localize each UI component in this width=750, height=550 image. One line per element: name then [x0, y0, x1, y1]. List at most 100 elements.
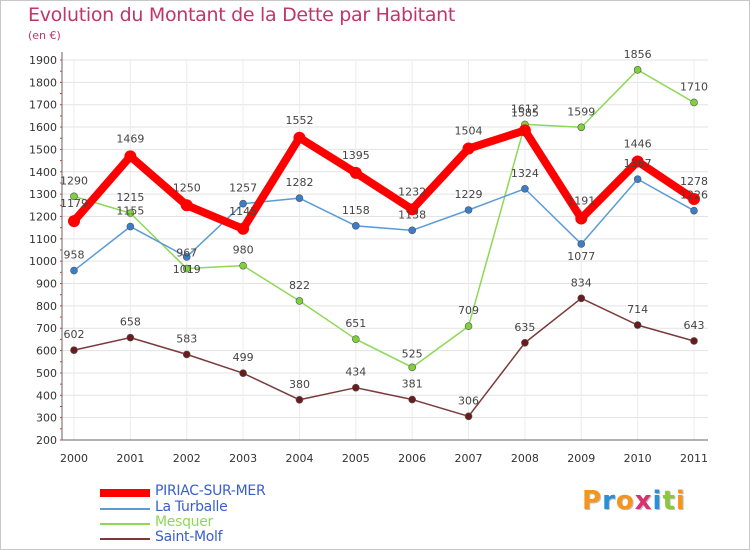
legend-label: Saint-Molf: [155, 529, 223, 545]
data-point: [182, 350, 191, 359]
data-label: 1257: [229, 182, 257, 195]
data-point: [408, 226, 416, 235]
data-label: 1504: [455, 125, 483, 138]
data-point: [408, 363, 416, 372]
y-tick-label: 400: [36, 389, 57, 402]
data-point: [237, 222, 250, 235]
data-point: [408, 395, 416, 404]
x-tick-label: 2008: [511, 452, 539, 465]
y-tick-label: 1500: [29, 143, 57, 156]
data-label: 1282: [285, 176, 313, 189]
data-point: [239, 199, 247, 208]
y-tick-label: 1100: [29, 233, 57, 246]
data-label: 1612: [511, 102, 539, 115]
data-label: 434: [345, 366, 366, 379]
data-point: [124, 150, 137, 163]
data-label: 499: [233, 351, 254, 364]
x-tick-label: 2001: [116, 452, 144, 465]
data-label: 1395: [342, 149, 370, 162]
legend-label: Mesquer: [155, 514, 214, 530]
chart-unit-label: (en €): [28, 29, 61, 42]
data-label: 980: [233, 244, 254, 257]
y-tick-label: 1600: [29, 121, 57, 134]
data-point: [577, 240, 586, 248]
x-tick-label: 2003: [229, 452, 257, 465]
data-label: 602: [64, 328, 85, 341]
data-point: [126, 333, 135, 342]
data-point: [239, 261, 247, 270]
data-label: 1155: [116, 205, 144, 218]
x-tick-label: 2011: [680, 452, 708, 465]
data-point: [295, 194, 304, 202]
data-point: [518, 124, 531, 137]
legend-label: PIRIAC-SUR-MER: [155, 483, 266, 499]
legend-swatch: [100, 489, 150, 497]
x-tick-label: 2004: [285, 452, 313, 465]
data-point: [633, 175, 642, 183]
data-point: [239, 369, 247, 377]
data-label: 1226: [680, 189, 708, 202]
data-label: 1324: [511, 167, 539, 180]
data-label: 381: [402, 378, 423, 391]
data-point: [633, 66, 642, 74]
data-point: [577, 123, 586, 132]
data-label: 1077: [567, 250, 595, 263]
data-label: 967: [176, 247, 197, 260]
data-label: 1019: [173, 263, 201, 276]
data-point: [577, 294, 586, 303]
data-point: [70, 346, 78, 354]
data-point: [182, 264, 191, 273]
x-tick-label: 2010: [624, 452, 652, 465]
data-label: 1229: [455, 188, 483, 201]
y-tick-label: 1400: [29, 166, 57, 179]
data-label: 822: [289, 279, 310, 292]
data-label: 1215: [116, 191, 144, 204]
data-point: [690, 337, 698, 345]
data-point: [631, 155, 644, 168]
data-point: [690, 98, 698, 107]
data-label: 583: [176, 332, 197, 345]
legend-item-saint-molf: Saint-Molf: [100, 529, 360, 546]
y-tick-label: 300: [36, 412, 57, 425]
data-point: [295, 297, 304, 305]
legend-item-piriac: PIRIAC-SUR-MER: [100, 483, 360, 500]
data-point: [521, 338, 529, 347]
y-tick-label: 900: [36, 278, 57, 291]
data-label: 1138: [398, 208, 426, 221]
data-point: [68, 215, 80, 228]
legend-item-la-turballe: La Turballe: [100, 499, 360, 516]
data-point: [633, 321, 642, 329]
data-point: [349, 166, 362, 179]
legend-swatch: [100, 508, 150, 510]
data-label: 643: [684, 319, 705, 332]
data-label: 1179: [60, 197, 88, 210]
data-point: [70, 192, 78, 201]
data-label: 525: [402, 347, 423, 360]
x-tick-label: 2000: [60, 452, 88, 465]
legend-item-mesquer: Mesquer: [100, 514, 360, 531]
legend-swatch: [100, 523, 150, 525]
x-tick-label: 2006: [398, 452, 426, 465]
data-label: 1552: [285, 114, 313, 127]
series-line-mesquer: [73, 69, 695, 369]
data-point: [406, 203, 419, 216]
legend-label: La Turballe: [155, 499, 228, 515]
x-tick-label: 2007: [455, 452, 483, 465]
data-label: 1585: [511, 106, 539, 119]
data-label: 1250: [173, 181, 201, 194]
data-point: [575, 212, 588, 225]
y-tick-label: 500: [36, 367, 57, 380]
y-tick-label: 800: [36, 300, 57, 313]
data-point: [126, 209, 135, 217]
data-point: [180, 199, 193, 212]
x-tick-label: 2009: [567, 452, 595, 465]
series-line-saint-molf: [73, 297, 695, 418]
data-label: 651: [345, 317, 366, 330]
data-point: [126, 222, 135, 231]
data-point: [352, 335, 360, 343]
data-label: 1856: [624, 48, 652, 61]
x-tick-label: 2002: [173, 452, 201, 465]
data-label: 1232: [398, 185, 426, 198]
data-label: 958: [64, 249, 85, 262]
data-label: 1710: [680, 80, 708, 93]
